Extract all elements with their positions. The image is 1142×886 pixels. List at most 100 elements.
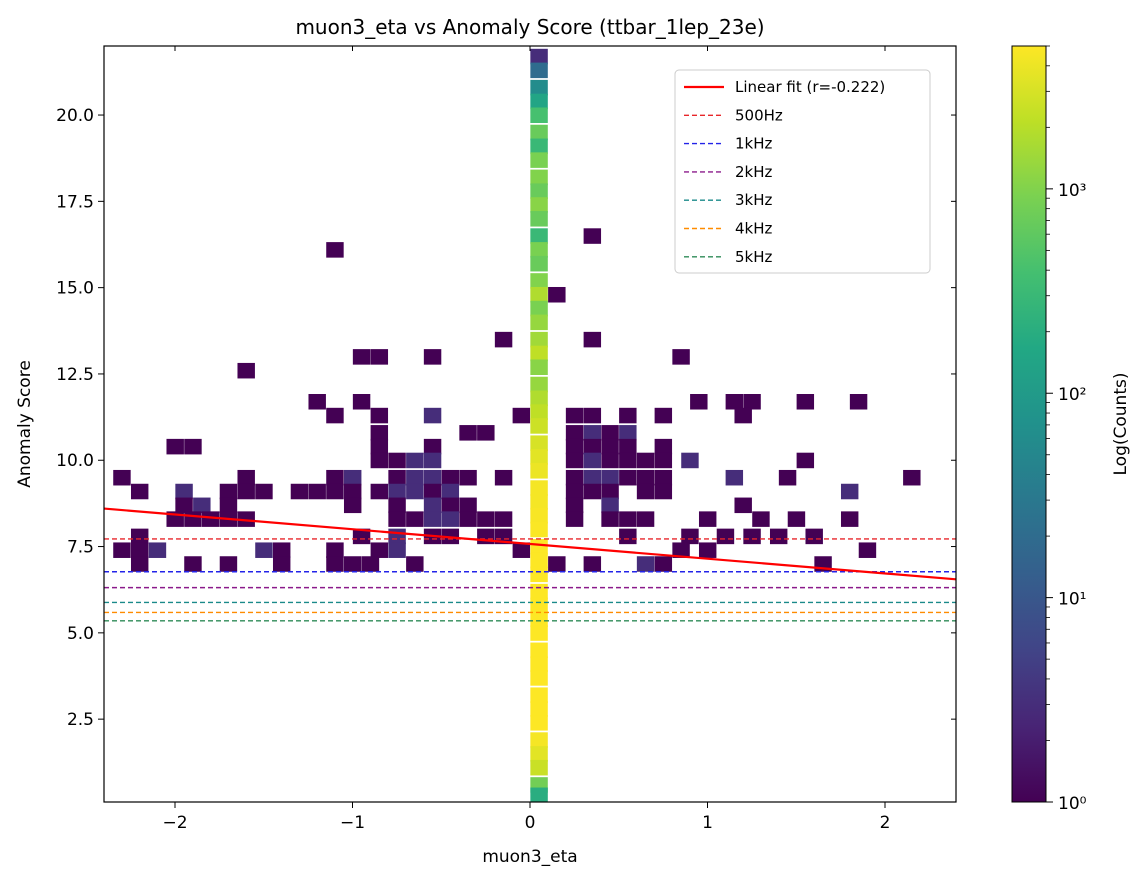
heatmap-bin	[681, 528, 699, 545]
heatmap-bin	[370, 542, 389, 558]
heatmap-bin	[734, 497, 752, 514]
y-tick-label: 10.0	[56, 451, 94, 471]
heatmap-bin	[530, 687, 548, 703]
heatmap-bin	[654, 452, 673, 469]
heatmap-bin	[494, 528, 513, 545]
x-tick-label: 2	[880, 813, 891, 833]
x-tick-label: −2	[162, 813, 187, 833]
heatmap-bin	[778, 469, 797, 486]
y-tick-label: 17.5	[56, 192, 94, 212]
colorbar-label: Log(Counts)	[1111, 373, 1131, 476]
heatmap-bin	[370, 349, 389, 365]
heatmap-bin	[530, 583, 548, 600]
heatmap-bin	[388, 483, 406, 500]
heatmap-bin	[370, 425, 389, 441]
heatmap-bin	[565, 452, 584, 469]
heatmap-bin	[326, 556, 344, 572]
heatmap-bin	[184, 438, 202, 455]
heatmap-bin	[601, 511, 619, 527]
heatmap-bin	[530, 701, 548, 717]
heatmap-bin	[423, 452, 442, 469]
x-tick-label: 1	[702, 813, 713, 833]
heatmap-bin	[530, 197, 548, 213]
heatmap-bin	[619, 452, 637, 469]
heatmap-bin	[530, 124, 548, 141]
legend-box	[674, 69, 931, 274]
colorbar-ticks: 10⁰ 10¹ 10² 10³	[1046, 45, 1087, 814]
heatmap-bin	[654, 438, 673, 455]
heatmap-bin	[654, 483, 673, 500]
heatmap-bin	[370, 438, 389, 455]
heatmap-bin	[530, 152, 548, 168]
heatmap-bin	[725, 394, 744, 410]
heatmap-bin	[787, 511, 806, 527]
heatmap-bin	[388, 497, 406, 514]
fit-line-layer	[104, 507, 956, 581]
heatmap-bin	[308, 483, 326, 500]
heatmap-bin	[530, 79, 548, 96]
heatmap-bin	[601, 438, 619, 455]
heatmap-bin	[530, 273, 548, 289]
heatmap-bin	[805, 528, 823, 545]
heatmap-bin	[255, 483, 273, 500]
heatmap-bin	[370, 452, 389, 469]
heatmap-bin	[166, 438, 184, 455]
heatmap-bin	[565, 425, 584, 441]
heatmap-bin	[530, 507, 548, 524]
heatmap-bin	[530, 300, 548, 317]
y-tick-label: 12.5	[56, 365, 94, 385]
colorbar-tick-label: 10¹	[1058, 590, 1086, 610]
heatmap-bin	[530, 611, 548, 627]
heatmap-bin	[326, 483, 344, 500]
heatmap-bin	[530, 359, 548, 375]
heatmap-bin	[530, 107, 548, 123]
legend-label: 500Hz	[735, 106, 783, 124]
heatmap-bin	[423, 497, 442, 514]
heatmap-bin	[530, 494, 548, 510]
heatmap-bin	[840, 511, 859, 527]
heatmap-bin	[530, 314, 548, 331]
heatmap-bin	[672, 542, 690, 558]
heatmap-bin	[583, 483, 602, 500]
heatmap-bin	[272, 556, 291, 572]
heatmap-bin	[530, 390, 548, 407]
heatmap-bin	[494, 511, 513, 527]
heatmap-bin	[148, 542, 167, 558]
heatmap-bin	[636, 469, 655, 486]
heatmap-bin	[343, 483, 362, 500]
heatmap-bin	[530, 286, 548, 303]
heatmap-bin	[769, 528, 788, 545]
x-tick-label: 0	[525, 813, 536, 833]
legend-label: 4kHz	[735, 220, 773, 238]
heatmap-bin	[388, 542, 406, 558]
heatmap-bin	[530, 480, 548, 496]
heatmap-bin	[255, 542, 273, 558]
heatmap-bin	[530, 169, 548, 186]
heatmap-bin	[565, 407, 584, 424]
colorbar: 10⁰ 10¹ 10² 10³ Log(Counts)	[1011, 45, 1131, 814]
x-tick-label: −1	[340, 813, 365, 833]
heatmap-bin	[361, 556, 380, 572]
heatmap-bin	[530, 331, 548, 348]
heatmap-bin	[326, 242, 344, 258]
legend-entries: Linear fit (r=-0.222) 500Hz 1kHz 2kHz 3kHz 4k…	[684, 78, 885, 266]
heatmap-bin	[530, 642, 548, 659]
heatmap-bin	[672, 349, 690, 365]
heatmap-bin	[184, 511, 202, 527]
heatmap-bin	[406, 469, 424, 486]
legend-label: 5kHz	[735, 248, 773, 266]
heatmap-bin	[193, 497, 211, 514]
heatmap-bin	[530, 242, 548, 258]
heatmap-bin	[459, 511, 477, 527]
heatmap-bin	[423, 349, 442, 365]
heatmap-bin	[530, 449, 548, 465]
legend-label: Linear fit (r=-0.222)	[735, 78, 885, 96]
heatmap-bin	[352, 394, 371, 410]
heatmap-bin	[441, 511, 460, 527]
heatmap-bin	[530, 435, 548, 451]
heatmap-bin	[619, 469, 637, 486]
heatmap-bin	[175, 497, 193, 514]
heatmap-bin	[308, 394, 326, 410]
heatmap-bin	[494, 331, 513, 348]
legend: Linear fit (r=-0.222) 500Hz 1kHz 2kHz 3kHz 4k…	[674, 69, 931, 274]
